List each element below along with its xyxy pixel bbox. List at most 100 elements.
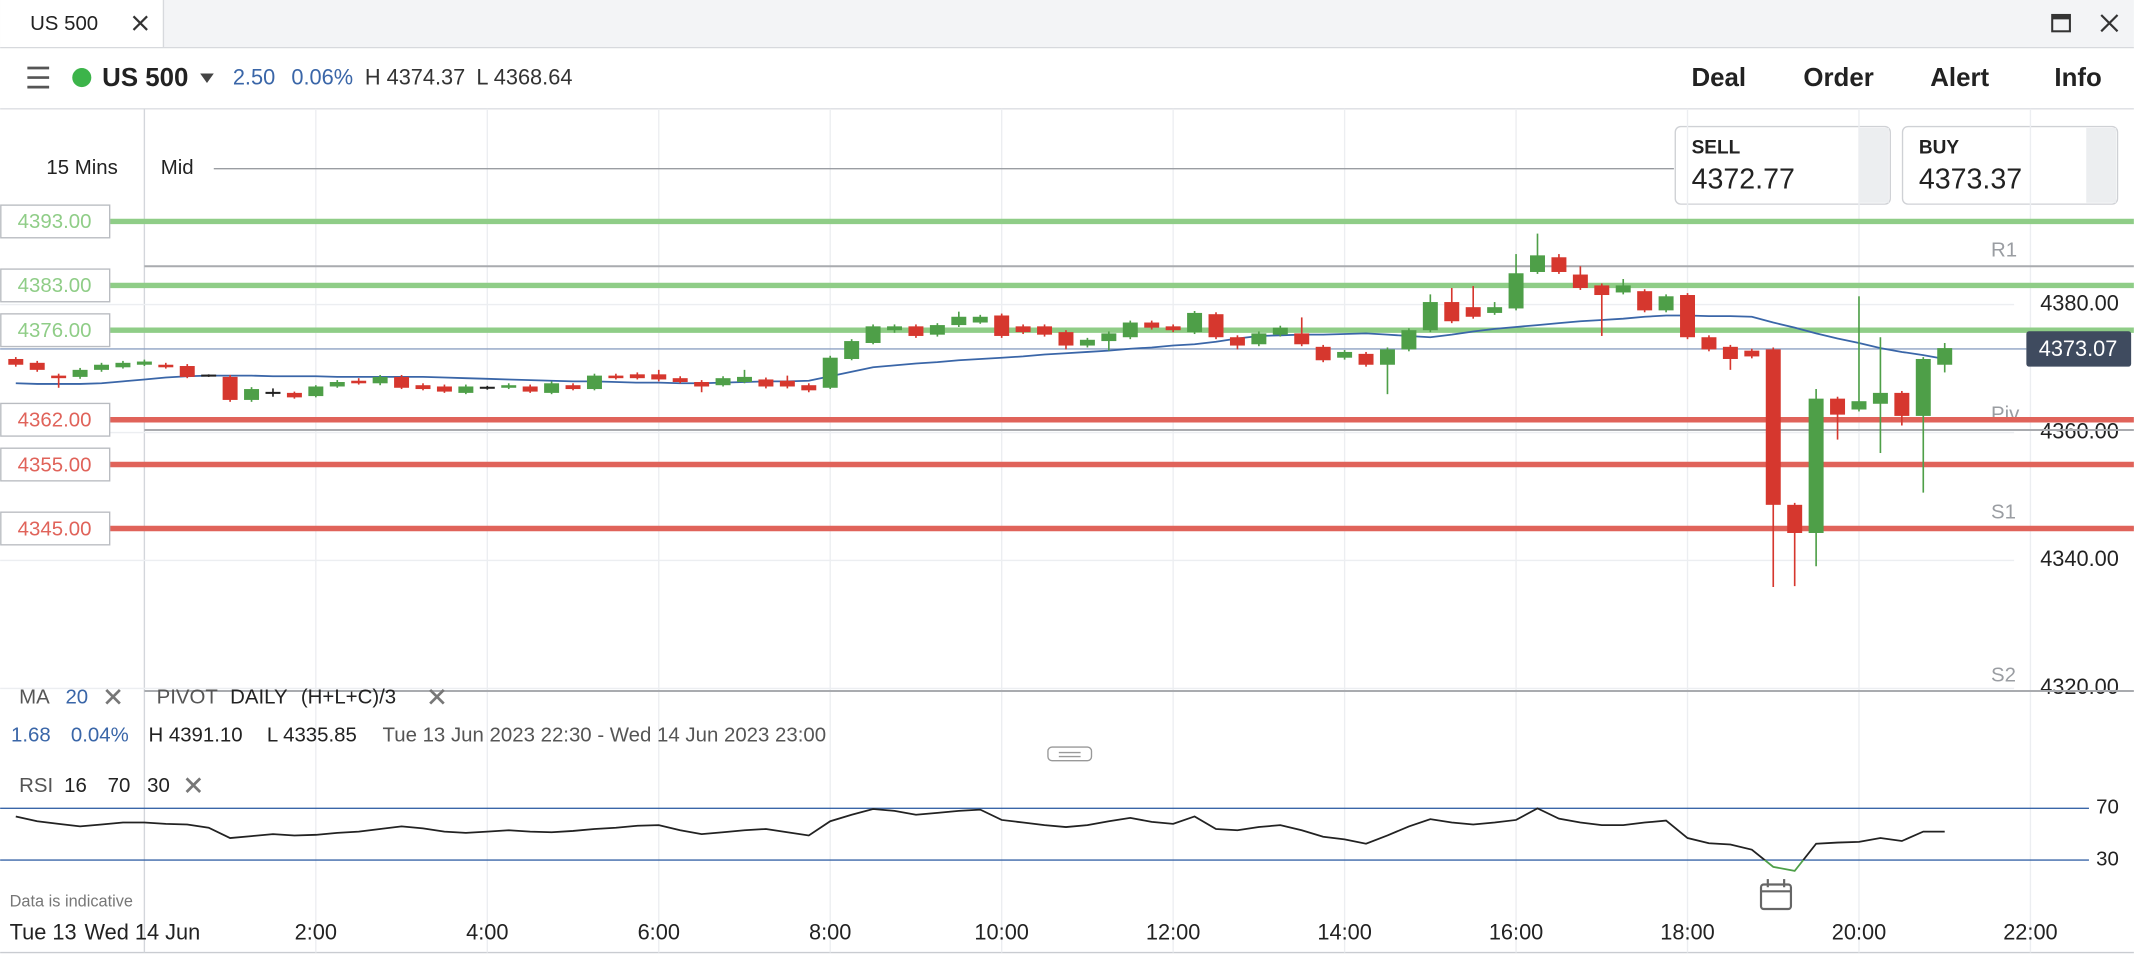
candle-body: [694, 382, 710, 387]
candle-body: [286, 392, 302, 398]
candle-body: [586, 375, 602, 390]
candle-body: [115, 362, 131, 368]
x-tick-label: 6:00: [638, 919, 680, 944]
buy-box-strip: [2086, 127, 2117, 203]
rsi-upper[interactable]: 70: [108, 775, 131, 797]
candle-body: [244, 389, 260, 400]
alert-level-label[interactable]: 4376.00: [18, 320, 92, 342]
price-type[interactable]: Mid: [161, 157, 194, 179]
alert-level-label[interactable]: 4383.00: [18, 275, 92, 297]
candle-body: [737, 376, 752, 383]
candle-body: [1294, 333, 1310, 345]
panel-resize-handle[interactable]: [1047, 746, 1093, 762]
instrument-dropdown[interactable]: [200, 73, 214, 84]
candle-body: [1337, 351, 1353, 358]
menu-item[interactable]: Order: [1803, 64, 1873, 92]
candle-body: [629, 374, 645, 379]
candle-body: [479, 386, 495, 389]
calendar-icon[interactable]: [1759, 879, 1793, 911]
remove-indicator[interactable]: [429, 688, 445, 705]
remove-indicator[interactable]: [105, 688, 121, 705]
alert-level-box[interactable]: [0, 402, 111, 437]
alert-level-label[interactable]: 4393.00: [18, 211, 92, 233]
candle-body: [1358, 353, 1374, 365]
candle-body: [908, 326, 924, 336]
alert-level-box[interactable]: [0, 268, 111, 303]
candle-body: [1079, 339, 1095, 346]
candle-body: [351, 380, 367, 384]
candle-body: [801, 385, 817, 391]
remove-indicator[interactable]: [185, 777, 202, 793]
candle-body: [1765, 349, 1781, 505]
candle-body: [1722, 346, 1738, 359]
maximize-button[interactable]: [2051, 13, 2071, 33]
x-tick-label: 16:00: [1489, 919, 1543, 944]
candle-body: [1122, 322, 1138, 338]
sell-box[interactable]: [1674, 125, 1891, 205]
candle-body: [329, 382, 345, 387]
data-note: Data is indicative: [10, 893, 133, 911]
close-window[interactable]: [2100, 14, 2119, 33]
menu-item[interactable]: Deal: [1692, 64, 1747, 92]
alert-level-label[interactable]: 4355.00: [18, 454, 92, 476]
candle-body: [951, 316, 967, 326]
instrument-name[interactable]: US 500: [102, 64, 188, 92]
alert-level-box[interactable]: [0, 204, 111, 239]
candle-body: [1015, 326, 1031, 333]
sell-label[interactable]: SELL: [1692, 137, 1741, 158]
candle-body: [758, 379, 774, 387]
rsi-name[interactable]: RSI: [19, 775, 53, 797]
ma-name[interactable]: MA: [19, 686, 50, 708]
alert-level-label[interactable]: 4362.00: [18, 410, 92, 432]
candle-body: [158, 364, 174, 368]
market-open-dot: [72, 68, 92, 88]
candle-body: [136, 361, 152, 365]
stat-high: H 4391.10: [148, 725, 242, 747]
pivot-formula[interactable]: (H+L+C)/3: [301, 686, 396, 708]
candle-body: [1937, 348, 1953, 365]
candle-body: [179, 366, 195, 377]
change-pct: 0.06%: [291, 65, 353, 90]
rsi-lower[interactable]: 30: [147, 775, 170, 797]
ma-period[interactable]: 20: [65, 686, 88, 708]
candle-body: [1037, 326, 1053, 335]
candle-body: [1508, 273, 1524, 309]
candle-body: [1615, 285, 1631, 293]
candle-body: [651, 374, 667, 380]
interval[interactable]: 15 Mins: [46, 157, 117, 179]
candle-body: [887, 326, 903, 331]
candle-body: [715, 378, 731, 386]
buy-label[interactable]: BUY: [1919, 137, 1960, 158]
tab[interactable]: [0, 0, 164, 48]
day-low: L 4368.64: [476, 65, 572, 90]
candle-body: [394, 376, 410, 388]
menu-button[interactable]: [27, 66, 50, 89]
alert-level-box[interactable]: [0, 313, 111, 348]
candle-body: [1401, 330, 1417, 350]
candle-body: [1187, 312, 1203, 333]
candle-body: [1422, 302, 1438, 331]
menu-item[interactable]: Info: [2054, 64, 2101, 92]
tab-title[interactable]: US 500: [30, 13, 98, 35]
candle-body: [1551, 257, 1567, 272]
sell-price[interactable]: 4372.77: [1692, 164, 1795, 196]
x-date-label: Tue 13: [10, 919, 77, 944]
pivot-name[interactable]: PIVOT: [157, 686, 218, 708]
alert-level-box[interactable]: [0, 511, 111, 546]
buy-price[interactable]: 4373.37: [1919, 164, 2022, 196]
tab-close[interactable]: [132, 15, 148, 31]
candle-body: [672, 378, 688, 383]
buy-box[interactable]: [1901, 125, 2119, 205]
candle-body: [372, 376, 388, 384]
menu-item[interactable]: Alert: [1930, 64, 1989, 92]
candle-body: [1144, 322, 1160, 328]
y-tick-label: 4380.00: [2040, 290, 2119, 315]
pivot-period[interactable]: DAILY: [230, 686, 288, 708]
x-tick-label: 4:00: [466, 919, 508, 944]
stat-change-pct: 0.04%: [71, 725, 129, 747]
rsi-period[interactable]: 16: [64, 775, 87, 797]
candle-body: [1530, 255, 1545, 272]
alert-level-label[interactable]: 4345.00: [18, 518, 92, 540]
stat-change: 1.68: [11, 725, 51, 747]
alert-level-box[interactable]: [0, 447, 111, 482]
